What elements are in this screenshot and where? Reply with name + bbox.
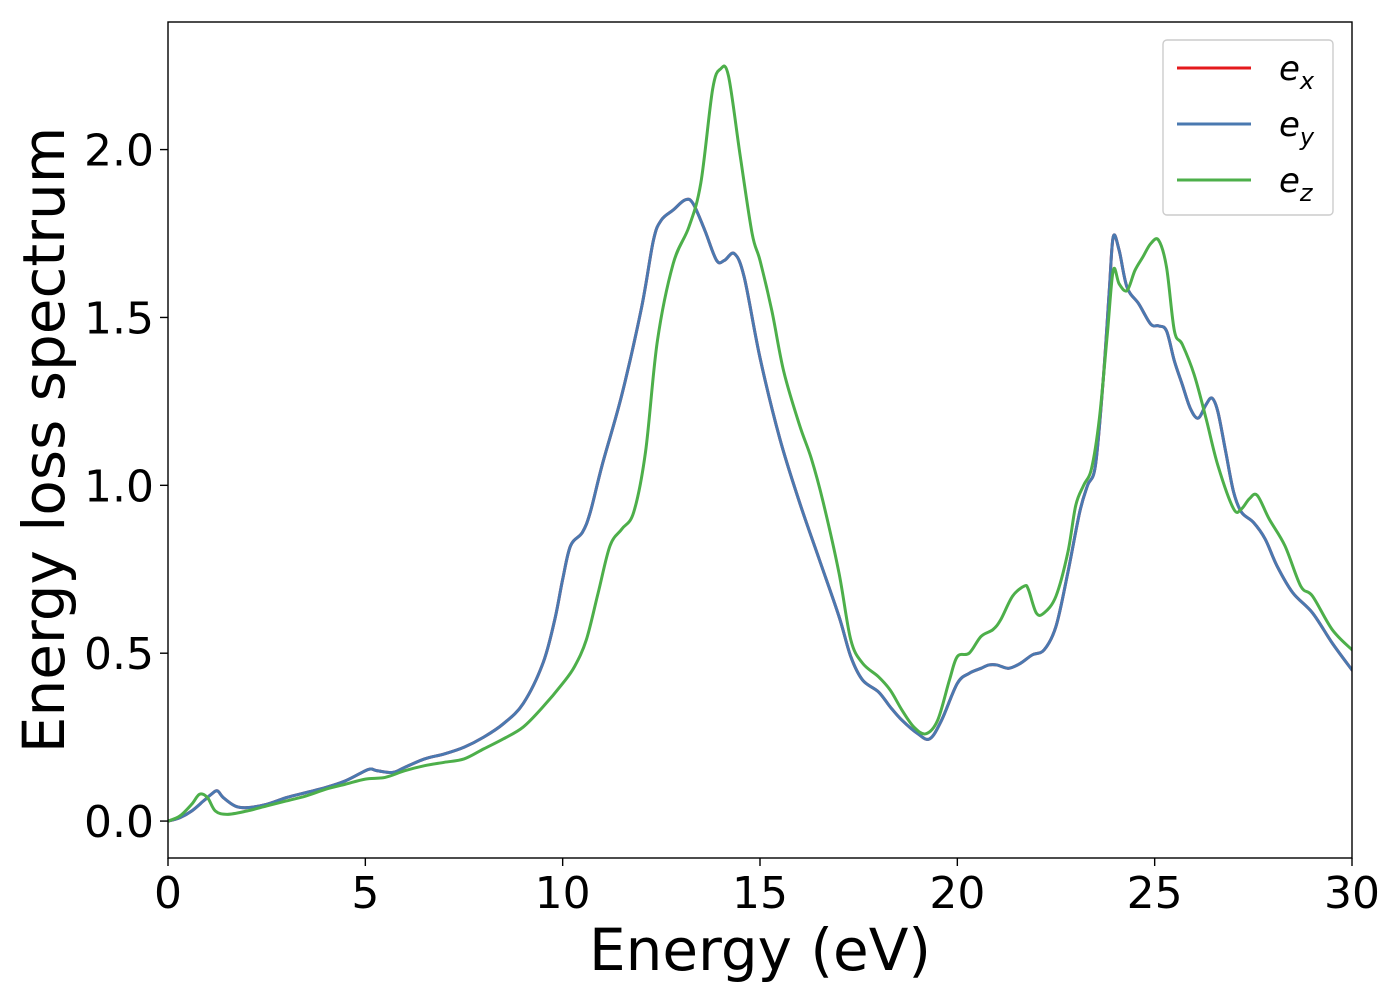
x-axis: 0 5 10 15 20 25 30 [154,858,1380,919]
y-tick-label: 1.0 [84,461,154,512]
series-layer [168,64,1352,823]
y-axis: 0.0 0.5 1.0 1.5 2.0 [84,126,168,848]
legend-box [1162,39,1334,216]
x-tick-label: 20 [929,868,985,919]
y-tick-label: 0.5 [84,629,154,680]
x-tick-label: 0 [154,868,182,919]
legend-label-e-x: ex [1279,49,1315,95]
series-line-e-z [168,64,1352,823]
x-tick-label: 30 [1324,868,1380,919]
y-tick-label: 1.5 [84,293,154,344]
y-tick-label: 2.0 [84,126,154,177]
y-tick-label: 0.0 [84,797,154,848]
legend: ex ey ez [1162,39,1334,216]
y-axis-title: Energy loss spectrum [10,127,78,753]
x-tick-label: 25 [1127,868,1183,919]
legend-label-e-z: ez [1279,161,1314,207]
series-line-e-y [168,197,1352,823]
x-tick-label: 10 [535,868,591,919]
x-tick-label: 5 [351,868,379,919]
x-tick-label: 15 [732,868,788,919]
legend-label-e-y: ey [1279,105,1315,151]
x-axis-title: Energy (eV) [589,916,931,984]
